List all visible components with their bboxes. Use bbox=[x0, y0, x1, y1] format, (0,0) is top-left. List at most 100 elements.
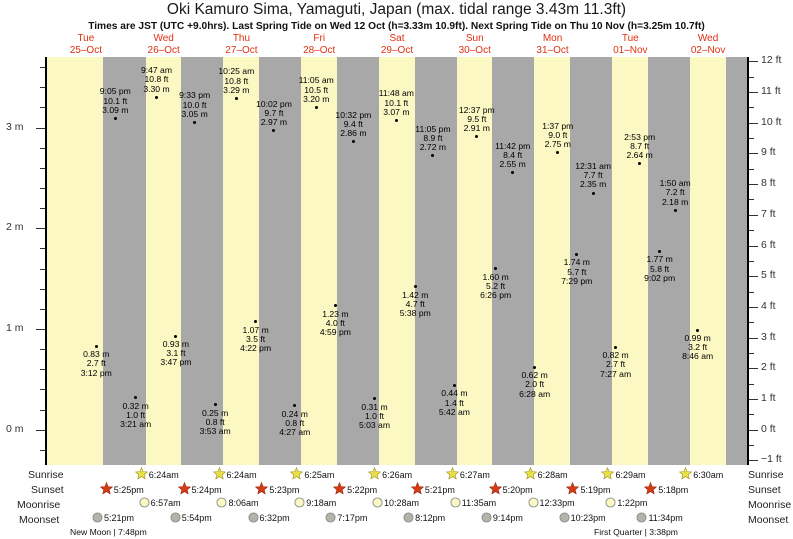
tide-label-line-0: 12:31 am bbox=[575, 161, 612, 171]
moonset-cell-2: 6:32pm bbox=[248, 512, 290, 523]
tide-extreme-label-high: 1:37 pm 9.0 ft 2.75 m bbox=[530, 121, 586, 150]
tide-label-line-2: 3.05 m bbox=[181, 108, 208, 119]
night-band-6 bbox=[570, 57, 613, 465]
right-axis-label: 12 ft bbox=[761, 54, 782, 67]
left-axis-tick bbox=[40, 409, 45, 411]
tide-extreme-dot bbox=[413, 285, 417, 289]
tide-label-line-0: 0.62 m bbox=[521, 370, 548, 381]
tide-label-line-0: 9:33 pm bbox=[179, 90, 211, 101]
day-header-row: Tue 25–Oct Wed 26–Oct Thu 27–Oct Fri 28–Oct Sat 2… bbox=[47, 33, 747, 57]
day-weekday: Thu bbox=[232, 33, 251, 44]
tide-extreme-dot bbox=[475, 135, 479, 139]
tide-extreme-label-high: 11:05 pm 8.9 ft 2.72 m bbox=[405, 124, 461, 153]
tide-extreme-dot bbox=[154, 95, 158, 99]
tide-label-line-1: 3.1 ft bbox=[166, 348, 186, 359]
moonset-cell-time: 5:21pm bbox=[104, 513, 135, 523]
tide-extreme-label-high: 12:37 pm 9.5 ft 2.91 m bbox=[449, 105, 505, 134]
tide-label-line-0: 0.82 m bbox=[602, 350, 629, 361]
moonrise-cell-3: 10:28am bbox=[372, 497, 419, 508]
right-axis-tick bbox=[749, 306, 758, 308]
tide-extreme-dot bbox=[213, 403, 217, 407]
right-axis-tick bbox=[749, 368, 758, 370]
right-axis-label: 4 ft bbox=[761, 299, 776, 312]
moonset-cell-time: 5:54pm bbox=[181, 513, 212, 523]
tide-label-line-2: 3.20 m bbox=[303, 93, 330, 104]
left-axis-tick bbox=[40, 208, 45, 210]
night-band-2 bbox=[258, 57, 302, 465]
star-icon bbox=[333, 482, 347, 495]
tide-extreme-label-high: 9:33 pm 10.0 ft 3.05 m bbox=[167, 91, 223, 119]
tide-label-line-1: 2.7 ft bbox=[606, 359, 626, 370]
day-header-2: Thu 27–Oct bbox=[203, 33, 281, 56]
tide-label-line-1: 9.5 ft bbox=[467, 113, 487, 124]
night-band-7 bbox=[647, 57, 691, 465]
tide-extreme-label-high: 9:47 am 10.8 ft 3.30 m bbox=[128, 66, 184, 94]
tide-label-line-2: 3:47 pm bbox=[160, 357, 192, 368]
tide-extreme-label-low: 1.60 m 5.2 ft 6:26 pm bbox=[468, 271, 524, 301]
left-axis-tick bbox=[36, 228, 45, 230]
day-weekday: Fri bbox=[313, 33, 326, 44]
tide-label-line-0: 1.60 m bbox=[482, 271, 509, 282]
sunset-cell-1: 5:24pm bbox=[177, 482, 222, 495]
star-icon bbox=[488, 482, 502, 495]
left-axis-tick bbox=[40, 389, 45, 391]
tide-label-line-2: 2.75 m bbox=[544, 139, 571, 150]
tide-extreme-label-high: 10:02 pm 9.7 ft 2.97 m bbox=[246, 99, 302, 128]
right-axis-tick bbox=[749, 107, 754, 109]
sunrise-cell-time: 6:28am bbox=[537, 470, 568, 480]
tide-label-line-2: 4:22 pm bbox=[240, 343, 272, 354]
star-icon bbox=[368, 467, 382, 480]
star-icon bbox=[566, 482, 580, 495]
day-header-3: Fri 28–Oct bbox=[280, 33, 358, 56]
tide-label-line-0: 0.24 m bbox=[281, 408, 308, 419]
star-icon bbox=[644, 482, 658, 495]
right-axis-label: 3 ft bbox=[761, 330, 776, 343]
moonset-cell-7: 11:34pm bbox=[636, 512, 683, 523]
sunset-cell-time: 5:18pm bbox=[658, 485, 689, 495]
moonrise-cell-2: 9:18am bbox=[294, 497, 336, 508]
tide-label-line-1: 10.1 ft bbox=[384, 97, 409, 108]
left-axis-tick bbox=[40, 349, 45, 351]
tide-label-line-1: 3.5 ft bbox=[246, 334, 266, 345]
day-date: 31–Oct bbox=[536, 44, 569, 56]
day-header-7: Tue 01–Nov bbox=[591, 33, 669, 56]
tide-label-line-1: 5.2 ft bbox=[486, 280, 506, 291]
tide-label-line-0: 11:48 am bbox=[378, 88, 414, 99]
tide-label-line-2: 5:03 am bbox=[358, 419, 390, 430]
tide-label-line-2: 2.91 m bbox=[463, 122, 490, 133]
tide-extreme-dot bbox=[394, 118, 398, 122]
tide-extreme-dot bbox=[272, 129, 276, 133]
tide-label-line-1: 9.4 ft bbox=[343, 118, 363, 129]
tide-label-line-1: 10.5 ft bbox=[304, 84, 329, 95]
day-date: 25–Oct bbox=[69, 44, 102, 56]
tide-label-line-1: 0.8 ft bbox=[285, 417, 305, 428]
right-axis-tick bbox=[749, 276, 758, 278]
tide-label-line-1: 1.4 ft bbox=[444, 397, 464, 408]
night-band-8 bbox=[725, 57, 747, 465]
tide-label-line-2: 3:53 am bbox=[199, 425, 231, 436]
tide-label-line-2: 5:38 pm bbox=[399, 308, 431, 319]
tide-label-line-2: 3.29 m bbox=[223, 84, 250, 95]
tide-label-line-2: 4:59 pm bbox=[319, 327, 351, 338]
tide-extreme-label-low: 1.42 m 4.7 ft 5:38 pm bbox=[387, 290, 443, 319]
day-date: 02–Nov bbox=[690, 44, 726, 56]
tide-extreme-label-low: 0.25 m 0.8 ft 3:53 am bbox=[187, 408, 243, 437]
tide-extreme-label-low: 0.44 m 1.4 ft 5:42 am bbox=[426, 389, 482, 417]
tide-label-line-1: 9.7 ft bbox=[264, 107, 284, 118]
sunset-cell-2: 5:23pm bbox=[255, 482, 299, 495]
tide-extreme-label-low: 1.07 m 3.5 ft 4:22 pm bbox=[228, 325, 284, 354]
tide-extreme-dot bbox=[614, 345, 618, 349]
star-icon bbox=[290, 467, 304, 480]
tide-label-line-2: 2.86 m bbox=[340, 128, 367, 139]
tide-extreme-dot bbox=[333, 304, 337, 308]
tide-extreme-label-high: 11:42 pm 8.4 ft 2.55 m bbox=[485, 141, 541, 170]
left-axis-meters: 3 m 2 m 1 m 0 m bbox=[0, 57, 47, 467]
tide-extreme-label-low: 0.83 m 2.7 ft 3:12 pm bbox=[68, 349, 124, 378]
left-axis-tick bbox=[40, 188, 45, 189]
tide-label-line-0: 0.32 m bbox=[122, 400, 149, 411]
right-axis-label: 8 ft bbox=[761, 177, 776, 190]
sunset-cell-time: 5:21pm bbox=[424, 485, 455, 495]
moonset-cell-time: 9:14pm bbox=[492, 513, 523, 523]
tide-extreme-dot bbox=[638, 162, 642, 166]
star-icon bbox=[410, 482, 424, 495]
